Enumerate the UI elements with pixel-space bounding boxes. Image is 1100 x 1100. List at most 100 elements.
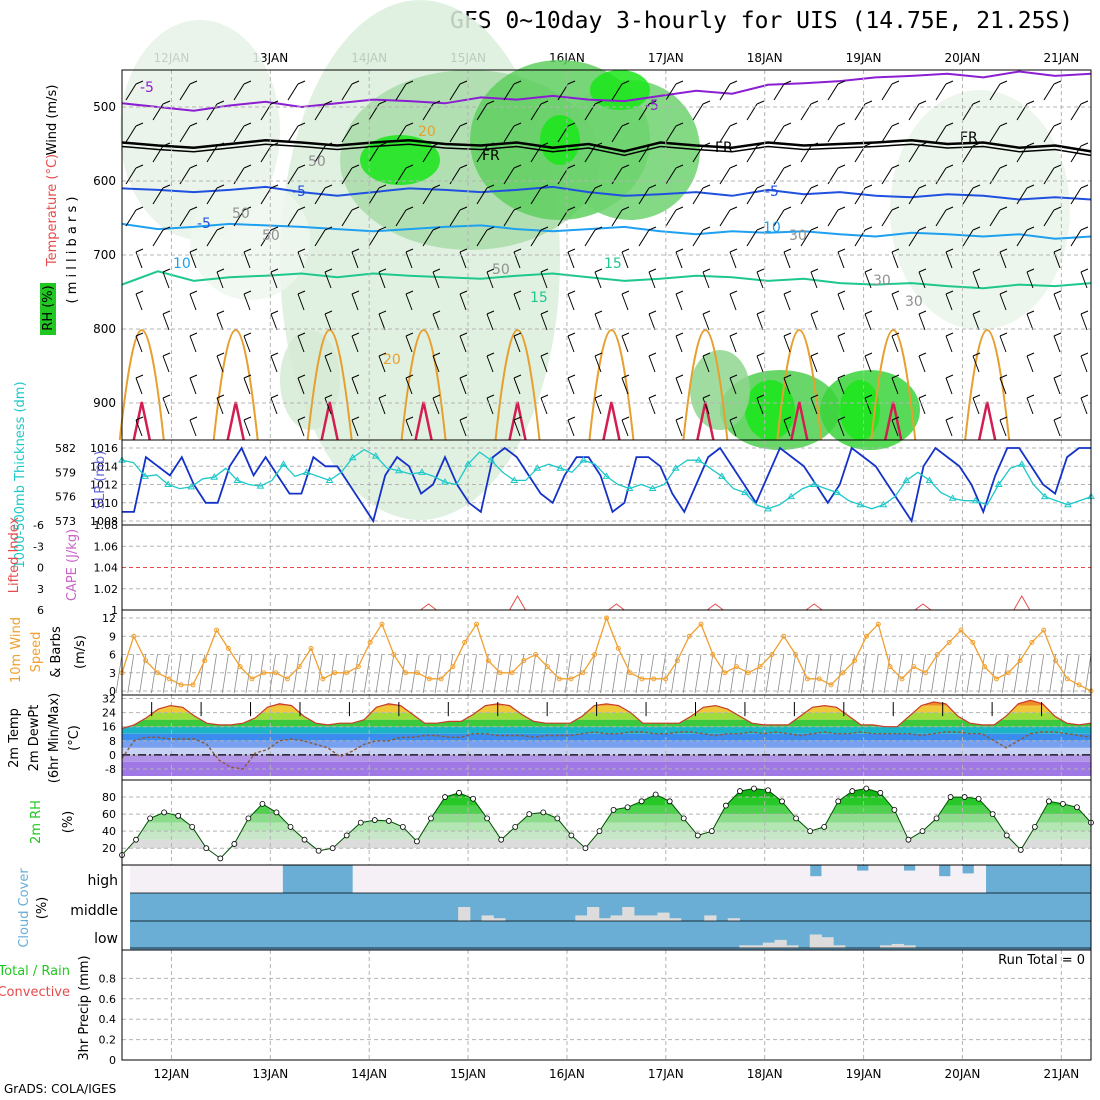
wind-barb-flag <box>189 290 198 295</box>
contour-label: 50 <box>492 262 510 278</box>
wind-barb-flag <box>513 206 522 211</box>
wind-barb-flag <box>972 310 981 315</box>
wind-barb-flag <box>594 268 603 273</box>
wind-barb <box>486 397 494 415</box>
wind-barb-flag <box>513 122 522 127</box>
wind-barb-flag <box>135 416 144 421</box>
rh-marker <box>666 798 673 805</box>
wind-barb <box>800 229 812 247</box>
wind-barb <box>476 145 488 163</box>
wind-barb <box>989 125 1001 143</box>
wind-barb <box>827 125 839 143</box>
wind-barb-flag <box>1080 184 1089 189</box>
wind-barb-flag <box>1080 394 1089 399</box>
isotherm-line <box>121 139 1092 153</box>
wind-speed-marker <box>828 682 834 688</box>
wind-barb-flag <box>648 142 657 147</box>
wind-speed-marker <box>249 676 255 682</box>
wind-barb <box>584 187 596 205</box>
thickness-marker <box>464 460 472 467</box>
wind-barb <box>567 335 575 353</box>
ylabel-rh-units: (%) <box>61 811 76 834</box>
wind-speed-marker <box>615 645 621 651</box>
isotherm-25 <box>696 401 715 441</box>
ylabel-cape: CAPE (J/kg) <box>65 529 80 601</box>
wind-barb <box>611 83 623 101</box>
temp-band <box>122 712 1091 720</box>
cloud-clear-bar <box>786 865 799 893</box>
wind-barb <box>1043 83 1055 101</box>
cloud-clear-bar <box>176 865 190 893</box>
wind-barb <box>1026 271 1034 289</box>
rh-blob <box>745 380 795 440</box>
wind-barb-flag <box>918 100 927 105</box>
wind-barb-flag <box>540 184 549 189</box>
wind-barb <box>162 271 170 289</box>
cloud-clear-bar <box>903 870 916 893</box>
cloud-clear-bar <box>247 865 260 893</box>
wind-speed-marker <box>391 652 397 657</box>
wind-barb <box>287 83 299 101</box>
wind-barb <box>179 125 191 143</box>
wind-barb <box>692 229 704 247</box>
precip-legend-total: Total / Rain <box>0 964 70 979</box>
wind-barb <box>314 229 326 247</box>
rh-marker <box>1074 804 1080 811</box>
date-label-top: 20JAN <box>945 51 981 65</box>
isotherm-25 <box>320 401 339 441</box>
wind-speed-marker <box>426 676 432 682</box>
wind-speed-marker <box>970 639 976 645</box>
wind-barb <box>638 187 650 205</box>
wind-barb-flag <box>999 290 1008 295</box>
thickness-marker <box>625 484 634 492</box>
ylabel-2m-dewpt: 2m DewPt <box>27 705 42 772</box>
wind-barb-flag <box>432 310 441 315</box>
wind-barb-flag <box>540 352 549 357</box>
cloud-clear-bar <box>200 865 213 893</box>
wind-barb-flag <box>405 80 414 85</box>
surface-barb <box>493 654 501 694</box>
wind-speed-marker <box>863 633 869 639</box>
wind-barb <box>324 313 332 331</box>
wind-barb-flag <box>513 290 522 295</box>
wind-barb-flag <box>486 226 495 231</box>
wind-barb-flag <box>1026 100 1035 105</box>
wind-barb-flag <box>675 290 684 295</box>
wind-barb-flag <box>783 164 792 169</box>
temp-tick: 24 <box>102 707 116 720</box>
wind-speed-marker <box>745 670 751 676</box>
wind-barb-flag <box>810 268 819 273</box>
wind-speed-marker <box>934 652 940 657</box>
wind-speed-marker <box>474 621 480 627</box>
wind-barb <box>1070 145 1082 163</box>
wind-barb-flag <box>270 184 279 189</box>
cloud-clear-bar <box>973 865 987 893</box>
wind-barb <box>675 377 683 395</box>
rh-marker <box>385 818 392 824</box>
wind-tick: 3 <box>109 667 116 680</box>
wind-speed-marker <box>627 670 633 676</box>
cloud-clear-bar <box>598 865 611 893</box>
rh-band <box>122 822 1091 832</box>
wind-barb <box>513 293 521 311</box>
cloud-clear-bar <box>610 915 623 921</box>
thickness-marker <box>210 473 219 480</box>
temp-tick: 0 <box>109 749 116 762</box>
wind-barb-flag <box>540 268 549 273</box>
wind-barb-flag <box>999 206 1008 211</box>
wind-barb-flag <box>297 290 306 295</box>
wind-barb <box>638 145 650 163</box>
wind-barb <box>459 377 467 395</box>
contour-label: 10 <box>173 256 191 272</box>
rh-marker <box>821 823 828 830</box>
footer-credit: GrADS: COLA/IGES <box>4 1082 117 1096</box>
pressure-tick: 700 <box>93 248 116 262</box>
wind-speed-marker <box>639 676 645 682</box>
wind-barb-flag <box>243 374 252 379</box>
wind-barb <box>773 209 785 227</box>
wind-barb-flag <box>486 352 495 357</box>
wind-barb-flag <box>729 248 738 253</box>
surface-barb <box>1072 654 1080 694</box>
date-label-bottom: 14JAN <box>351 1067 387 1081</box>
wind-barb <box>530 187 542 205</box>
